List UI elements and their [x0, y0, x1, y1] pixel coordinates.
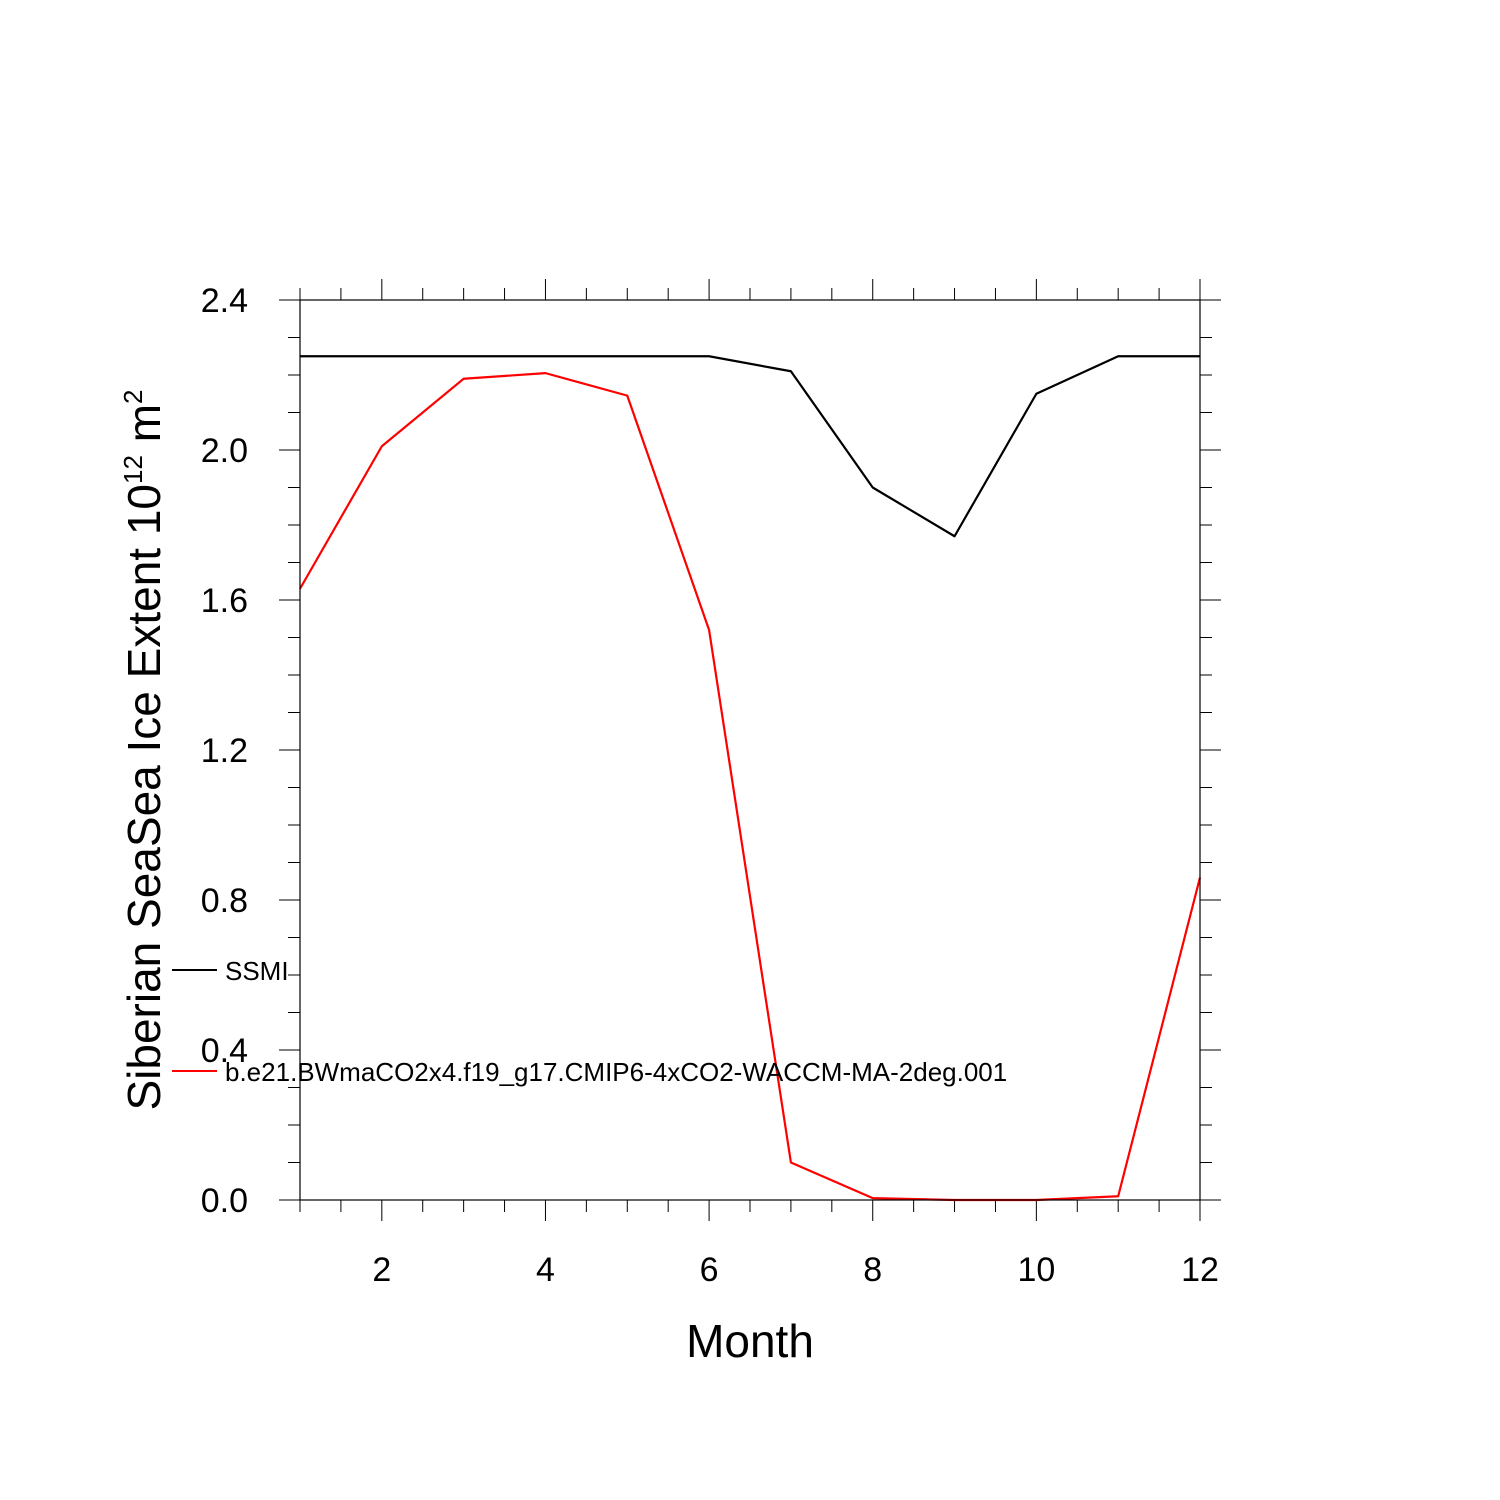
series-line-1 — [300, 355, 1200, 538]
y-axis-title: Siberian SeaSea Ice Extent 1012 m2 — [118, 389, 170, 1110]
x-tick-label: 8 — [863, 1251, 882, 1289]
y-tick-label: 1.2 — [201, 732, 248, 770]
x-tick-label: 12 — [1181, 1251, 1219, 1289]
y-tick-label: 0.4 — [201, 1032, 248, 1070]
x-tick-label: 6 — [700, 1251, 719, 1289]
x-tick-label: 4 — [536, 1251, 555, 1289]
y-tick-label: 0.0 — [201, 1182, 248, 1220]
x-tick-label: 2 — [372, 1251, 391, 1289]
legend: SSMI b.e21.BWmaCO2x4.f19_g17.CMIP6-4xCO2-… — [172, 956, 1007, 1087]
axis-ticks — [279, 279, 1221, 1221]
series-lines — [299, 355, 1202, 1202]
tick-labels: 2 4 6 8 10 12 0.0 0.4 0.8 1.2 1.6 2.0 2.4 — [201, 282, 1219, 1289]
x-axis-title: Month — [686, 1315, 814, 1367]
legend-label-2: b.e21.BWmaCO2x4.f19_g17.CMIP6-4xCO2-WACC… — [225, 1057, 1007, 1087]
y-tick-label: 2.0 — [201, 432, 248, 470]
y-tick-label: 2.4 — [201, 282, 248, 320]
plot-frame — [299, 299, 1201, 1201]
series-line-2 — [299, 372, 1202, 1202]
x-tick-label: 10 — [1017, 1251, 1055, 1289]
y-tick-label: 0.8 — [201, 882, 248, 920]
y-tick-label: 1.6 — [201, 582, 248, 620]
legend-label-1: SSMI — [225, 956, 289, 986]
